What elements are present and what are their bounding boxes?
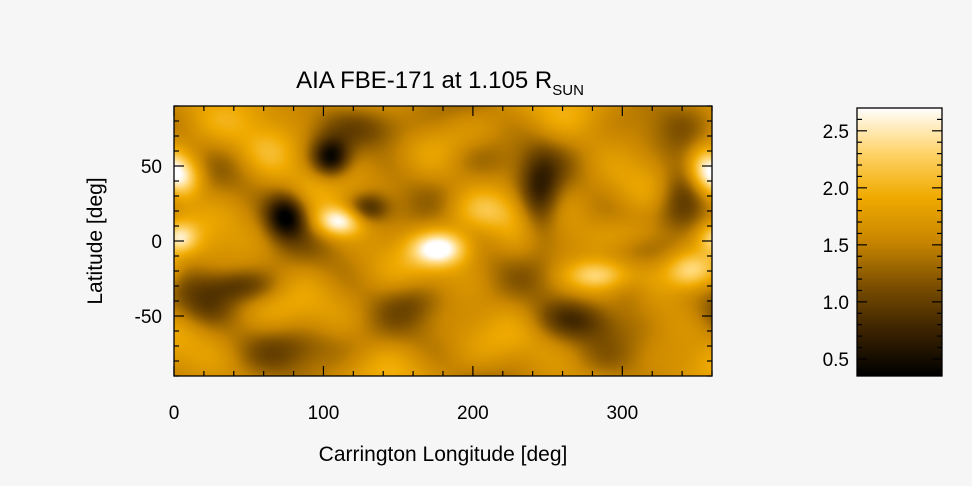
y-axis-label: Latitude [deg]	[84, 177, 107, 304]
y-tick-label: 50	[141, 157, 162, 178]
x-tick-label: 300	[606, 403, 638, 424]
chart-title-main: AIA FBE-171 at 1.105 R	[296, 67, 552, 94]
colorbar-image	[857, 108, 942, 376]
plot-ticks: 0 100 200 300 50 0 -50	[135, 105, 713, 424]
colorbar-tick-label: 1.0	[823, 293, 849, 314]
heatmap	[173, 105, 713, 377]
x-tick-label: 200	[457, 403, 489, 424]
colorbar-frame	[856, 107, 943, 377]
colorbar-ticks: 0.5 1.0 1.5 2.0 2.5	[823, 118, 942, 371]
chart-title: AIA FBE-171 at 1.105 RSUN	[296, 67, 584, 99]
colorbar-tick-label: 1.5	[823, 236, 849, 257]
colorbar	[856, 107, 943, 377]
heatmap-image	[174, 106, 712, 376]
colorbar-tick-label: 2.0	[823, 179, 849, 200]
colorbar-tick-label: 2.5	[823, 122, 849, 143]
chart-title-subscript: SUN	[552, 82, 584, 99]
y-tick-label: -50	[135, 307, 162, 328]
x-tick-label: 100	[308, 403, 340, 424]
colorbar-tick-label: 0.5	[823, 350, 849, 371]
x-axis-label: Carrington Longitude [deg]	[319, 443, 568, 466]
y-tick-label: 0	[151, 232, 162, 253]
x-tick-label: 0	[169, 403, 180, 424]
